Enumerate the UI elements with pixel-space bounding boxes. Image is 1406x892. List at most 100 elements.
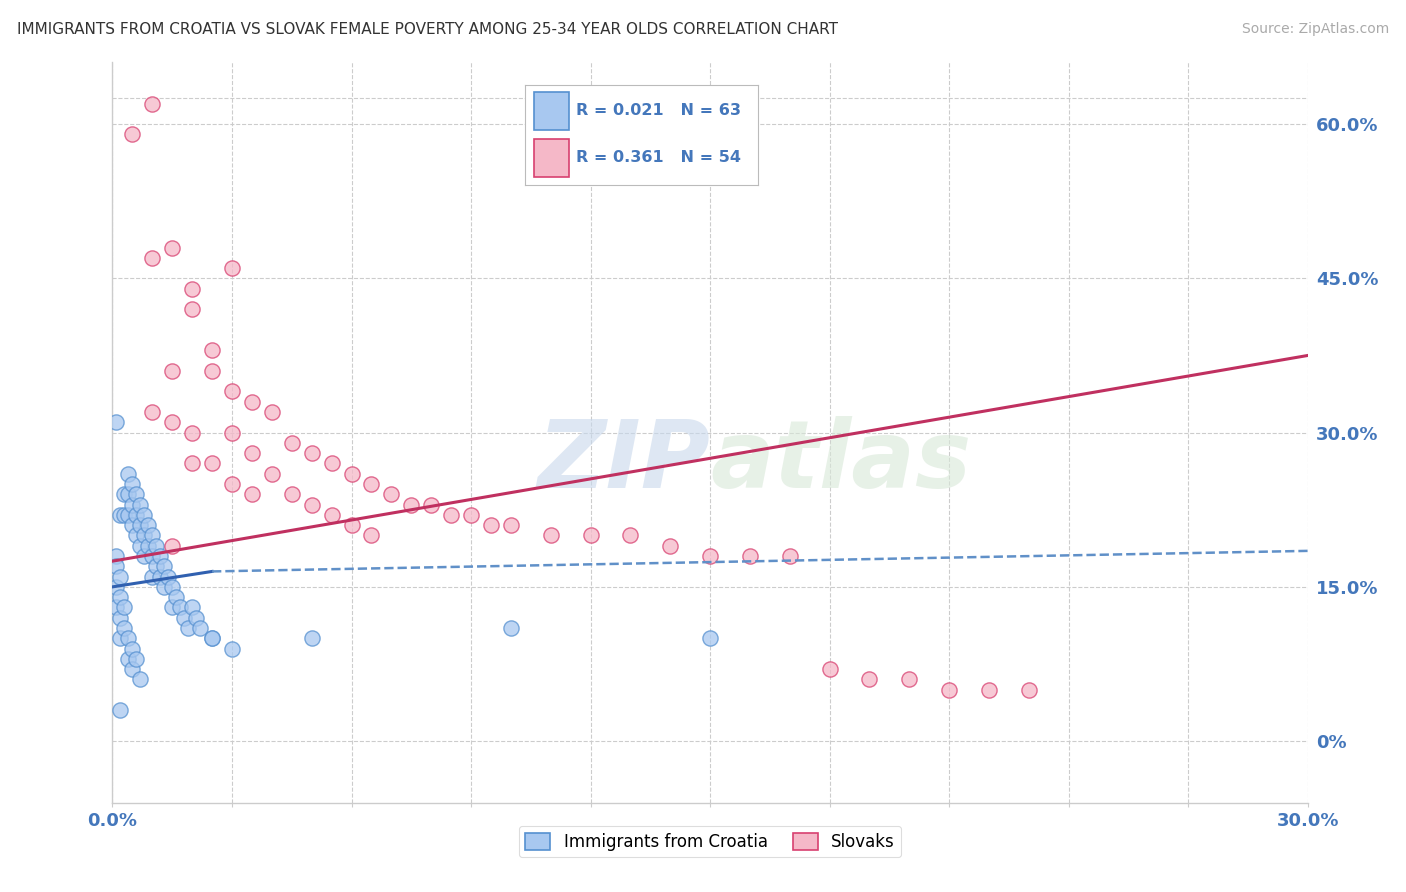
Point <box>281 436 304 450</box>
Point <box>260 467 283 481</box>
Point <box>201 343 224 358</box>
Point <box>129 539 152 553</box>
Legend: Immigrants from Croatia, Slovaks: Immigrants from Croatia, Slovaks <box>519 826 901 857</box>
Point <box>138 518 160 533</box>
Point <box>301 632 323 646</box>
Text: Source: ZipAtlas.com: Source: ZipAtlas.com <box>1241 22 1389 37</box>
Point <box>121 128 143 142</box>
Point <box>121 477 143 491</box>
Point <box>121 498 143 512</box>
Point <box>177 621 200 635</box>
Point <box>110 569 132 583</box>
Point <box>221 477 243 491</box>
Point <box>779 549 801 563</box>
Point <box>360 477 382 491</box>
Point <box>380 487 402 501</box>
Point <box>460 508 482 522</box>
Point <box>110 703 132 717</box>
Point <box>221 261 243 276</box>
Point <box>105 600 128 615</box>
Point <box>938 682 960 697</box>
Point <box>105 580 128 594</box>
Point <box>134 508 156 522</box>
Point <box>619 528 641 542</box>
Text: IMMIGRANTS FROM CROATIA VS SLOVAK FEMALE POVERTY AMONG 25-34 YEAR OLDS CORRELATI: IMMIGRANTS FROM CROATIA VS SLOVAK FEMALE… <box>17 22 838 37</box>
Point <box>181 302 204 317</box>
Point <box>240 487 263 501</box>
Point <box>440 508 463 522</box>
Point <box>201 632 224 646</box>
Point <box>321 457 343 471</box>
Point <box>162 600 183 615</box>
Point <box>699 632 721 646</box>
Point <box>858 673 880 687</box>
Text: atlas: atlas <box>710 417 972 508</box>
Point <box>141 569 163 583</box>
Point <box>201 364 224 378</box>
Point <box>221 425 243 440</box>
Point <box>141 549 163 563</box>
Point <box>188 621 211 635</box>
Point <box>105 559 128 574</box>
Point <box>145 539 167 553</box>
Point <box>149 549 172 563</box>
Point <box>114 600 135 615</box>
Point <box>169 600 191 615</box>
Point <box>138 539 160 553</box>
Point <box>221 384 243 399</box>
Point <box>117 487 139 501</box>
Point <box>162 539 183 553</box>
Point <box>125 508 148 522</box>
Point <box>977 682 1000 697</box>
Point <box>659 539 682 553</box>
Point <box>117 632 139 646</box>
Point <box>110 632 132 646</box>
Point <box>173 611 195 625</box>
Point <box>125 487 148 501</box>
Point <box>110 508 132 522</box>
Point <box>1018 682 1040 697</box>
Point <box>134 528 156 542</box>
Point <box>240 446 263 460</box>
Point <box>181 282 204 296</box>
Point <box>153 580 176 594</box>
Point <box>818 662 841 676</box>
Point <box>301 446 323 460</box>
Point <box>699 549 721 563</box>
Point <box>141 251 163 265</box>
Point <box>181 457 204 471</box>
Point <box>281 487 304 501</box>
Point <box>105 549 128 563</box>
Point <box>149 569 172 583</box>
Point <box>579 528 602 542</box>
Point <box>141 405 163 419</box>
Point <box>117 508 139 522</box>
Point <box>114 621 135 635</box>
Point <box>499 621 522 635</box>
Point <box>181 425 204 440</box>
Point <box>738 549 761 563</box>
Point <box>129 518 152 533</box>
Point <box>105 415 128 429</box>
Point <box>301 498 323 512</box>
Point <box>898 673 921 687</box>
Point <box>129 673 152 687</box>
Point <box>162 415 183 429</box>
Point <box>240 394 263 409</box>
Point <box>201 632 224 646</box>
Text: ZIP: ZIP <box>537 417 710 508</box>
Point <box>110 611 132 625</box>
Point <box>117 467 139 481</box>
Point <box>162 240 183 255</box>
Point <box>162 580 183 594</box>
Point <box>141 528 163 542</box>
Point <box>165 590 187 604</box>
Point <box>134 549 156 563</box>
Point <box>321 508 343 522</box>
Point <box>129 498 152 512</box>
Point <box>157 569 180 583</box>
Point <box>114 487 135 501</box>
Point <box>401 498 423 512</box>
Point <box>141 96 163 111</box>
Point <box>201 457 224 471</box>
